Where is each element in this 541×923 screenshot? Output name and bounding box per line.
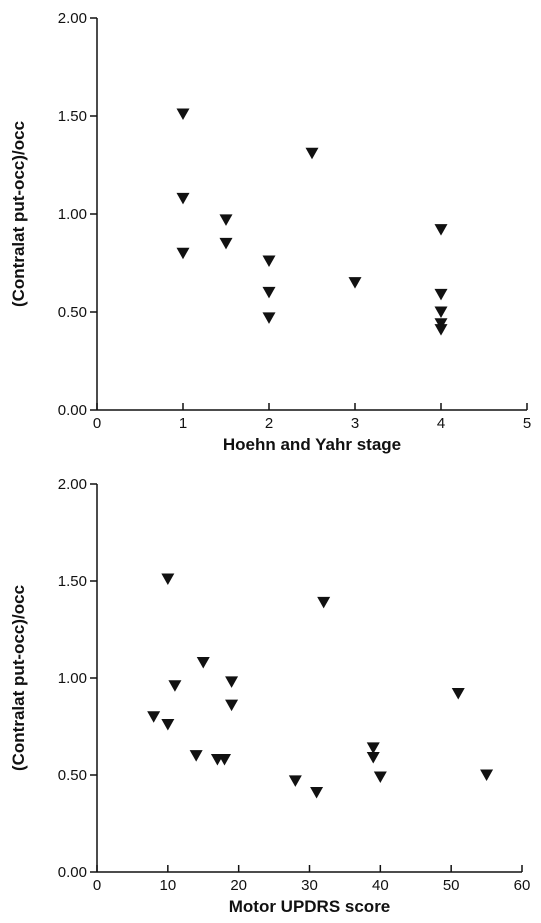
y-tick-label: 2.00 bbox=[58, 476, 87, 493]
data-point bbox=[310, 786, 324, 799]
data-point bbox=[434, 324, 448, 336]
data-point bbox=[176, 247, 190, 260]
y-tick-label: 0.50 bbox=[58, 304, 87, 321]
data-point bbox=[176, 192, 190, 205]
y-tick-label: 1.00 bbox=[58, 670, 87, 687]
y-axis-title: (Contralat put-occ)/occ bbox=[9, 121, 28, 307]
data-point bbox=[161, 719, 175, 731]
x-tick-label: 4 bbox=[437, 415, 445, 432]
x-tick-label: 5 bbox=[523, 415, 531, 432]
data-point bbox=[189, 750, 203, 762]
data-point bbox=[480, 769, 494, 781]
data-point bbox=[161, 573, 175, 586]
data-point bbox=[317, 596, 331, 609]
x-tick-label: 50 bbox=[443, 877, 460, 894]
data-point bbox=[219, 237, 233, 250]
data-point bbox=[348, 277, 362, 289]
x-axis-title: Motor UPDRS score bbox=[229, 897, 391, 916]
updrs-panel: 0.00 0.50 1.00 1.50 2.00 0 10 20 30 40 50 60 Motor U… bbox=[9, 476, 530, 916]
data-point bbox=[434, 224, 448, 236]
data-point bbox=[262, 312, 276, 324]
y-tick-label: 0.00 bbox=[58, 864, 87, 881]
x-tick-label: 60 bbox=[514, 877, 531, 894]
data-point bbox=[434, 318, 448, 330]
y-tick-label: 1.50 bbox=[58, 108, 87, 125]
x-tick-label: 3 bbox=[351, 415, 359, 432]
data-point bbox=[288, 775, 302, 787]
x-tick-label: 10 bbox=[159, 877, 176, 894]
data-point bbox=[168, 680, 182, 692]
y-tick-label: 0.00 bbox=[58, 402, 87, 419]
x-tick-label: 0 bbox=[93, 877, 101, 894]
x-axis-title: Hoehn and Yahr stage bbox=[223, 435, 401, 454]
data-point bbox=[196, 656, 210, 669]
x-tick-label: 0 bbox=[93, 415, 101, 432]
y-tick-label: 1.00 bbox=[58, 206, 87, 223]
x-tick-label: 1 bbox=[179, 415, 187, 432]
x-tick-label: 40 bbox=[372, 877, 389, 894]
data-point bbox=[218, 753, 231, 766]
data-point bbox=[225, 699, 239, 712]
data-point bbox=[451, 688, 465, 700]
data-point bbox=[366, 752, 380, 764]
data-point bbox=[305, 147, 319, 160]
y-axis-title: (Contralat put-occ)/occ bbox=[9, 585, 28, 771]
data-point bbox=[176, 108, 190, 121]
data-point bbox=[147, 711, 161, 723]
data-point bbox=[366, 742, 380, 754]
data-point bbox=[219, 214, 233, 226]
hoehn-yahr-panel: 0.00 0.50 1.00 1.50 2.00 0 1 2 3 4 5 Hoehn and Yahr… bbox=[9, 10, 531, 454]
data-point bbox=[262, 286, 276, 299]
x-tick-label: 20 bbox=[230, 877, 247, 894]
data-point bbox=[434, 306, 448, 318]
y-tick-label: 0.50 bbox=[58, 767, 87, 784]
data-point bbox=[434, 288, 448, 301]
y-tick-label: 2.00 bbox=[58, 10, 87, 27]
data-point bbox=[225, 676, 239, 688]
x-tick-label: 2 bbox=[265, 415, 273, 432]
data-point bbox=[373, 771, 387, 783]
data-point bbox=[262, 255, 276, 268]
y-tick-label: 1.50 bbox=[58, 573, 87, 590]
x-tick-label: 30 bbox=[301, 877, 318, 894]
